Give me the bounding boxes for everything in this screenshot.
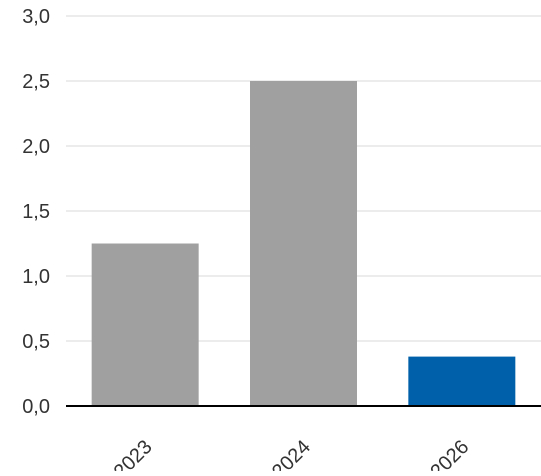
y-tick-label: 2,0 bbox=[22, 136, 50, 158]
y-tick-labels: 0,0 0,5 1,0 1,5 2,0 2,5 3,0 bbox=[22, 6, 50, 418]
y-tick-label: 3,0 bbox=[22, 6, 50, 28]
y-tick-label: 1,0 bbox=[22, 266, 50, 288]
x-tick-label: 2026 bbox=[426, 436, 473, 471]
x-tick-label: 2024 bbox=[268, 436, 315, 471]
bars-layer bbox=[91, 81, 516, 406]
bar-2026 bbox=[408, 356, 516, 406]
x-tick-label: 2023 bbox=[110, 436, 157, 471]
y-tick-label: 0,5 bbox=[22, 331, 50, 353]
y-tick-label: 2,5 bbox=[22, 71, 50, 93]
bar-2024 bbox=[250, 81, 357, 406]
bar-2023 bbox=[91, 243, 199, 406]
x-tick-labels: 2023 2024 2026 bbox=[110, 436, 474, 476]
y-tick-label: 0,0 bbox=[22, 396, 50, 418]
y-tick-label: 1,5 bbox=[22, 201, 50, 223]
